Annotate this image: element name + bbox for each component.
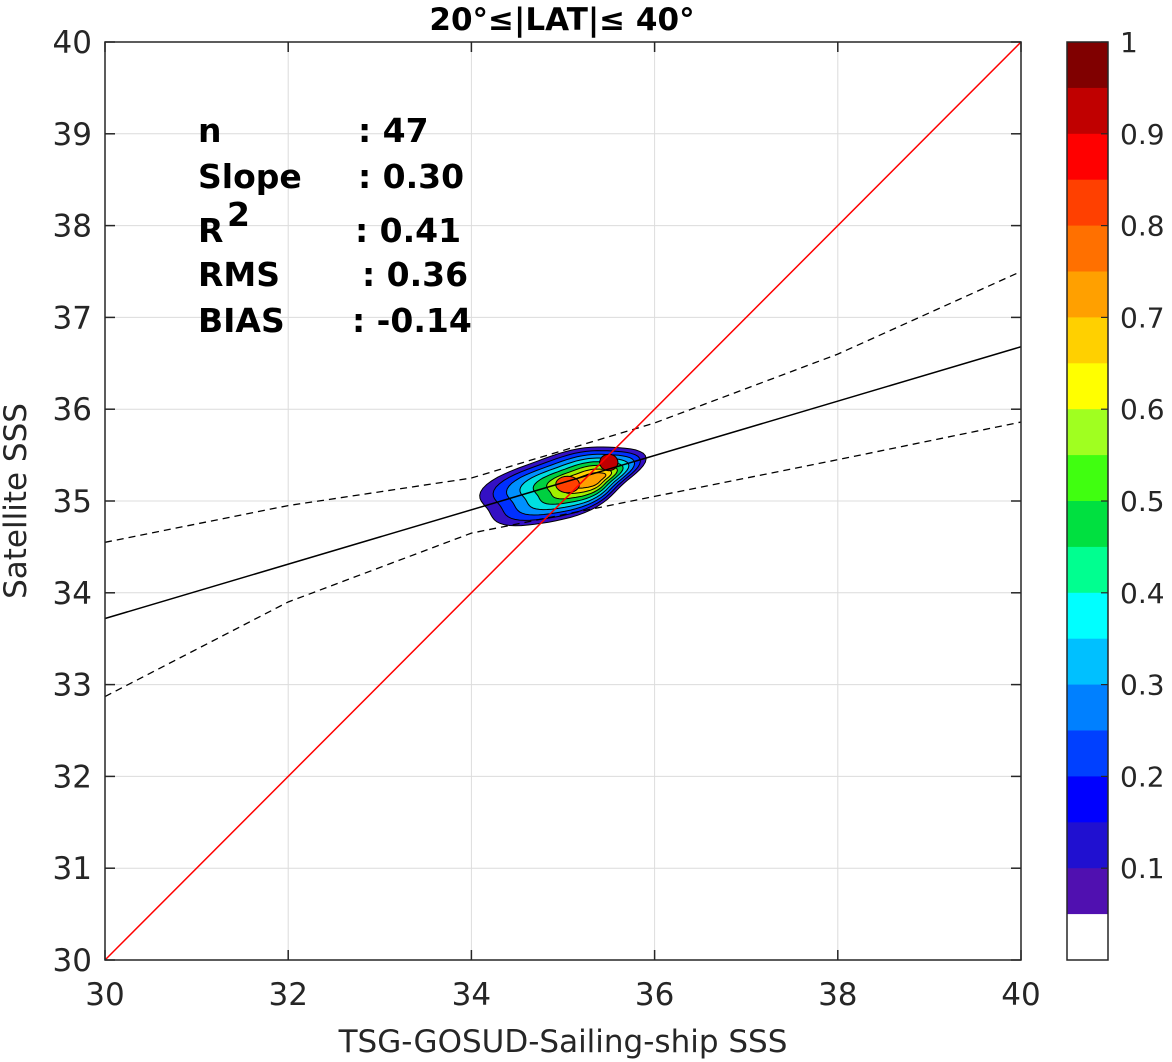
colorbar-swatch bbox=[1067, 271, 1108, 318]
colorbar-tick-label: 0.2 bbox=[1120, 760, 1165, 793]
stats-label: Slope bbox=[198, 157, 302, 196]
colorbar-swatch bbox=[1067, 592, 1108, 640]
regression-line bbox=[104, 346, 1022, 620]
stats-value: : 47 bbox=[358, 111, 429, 150]
grid bbox=[104, 41, 1022, 961]
x-tick-label: 34 bbox=[452, 977, 491, 1013]
x-tick-label: 36 bbox=[635, 977, 674, 1013]
colorbar-swatch bbox=[1067, 501, 1108, 548]
stats-label: R bbox=[198, 211, 223, 250]
colorbar-tick-label: 0.6 bbox=[1120, 393, 1165, 426]
y-tick-label: 34 bbox=[53, 576, 92, 612]
x-tick-label: 38 bbox=[818, 977, 857, 1013]
colorbar-swatch bbox=[1067, 179, 1108, 227]
chart-title: 20°≤|LAT|≤ 40° bbox=[429, 2, 694, 38]
colorbar-swatch bbox=[1067, 133, 1108, 181]
colorbar-swatch bbox=[1067, 730, 1108, 777]
x-tick-label: 30 bbox=[85, 977, 124, 1013]
stats-value: : 0.41 bbox=[355, 211, 461, 250]
colorbar-swatch bbox=[1067, 42, 1108, 89]
x-tick-label: 32 bbox=[268, 977, 307, 1013]
colorbar-tick-label: 0.8 bbox=[1120, 210, 1165, 243]
y-axis-label: Satellite SSS bbox=[0, 403, 34, 599]
stats-superscript: 2 bbox=[227, 195, 250, 234]
colorbar-tick-label: 0.7 bbox=[1120, 301, 1165, 334]
colorbar-tick-label: 0.5 bbox=[1120, 485, 1165, 518]
colorbar-tick-label: 1 bbox=[1120, 26, 1138, 59]
y-tick-label: 30 bbox=[53, 943, 92, 979]
identity-line bbox=[104, 41, 1022, 961]
y-tick-label: 31 bbox=[53, 851, 92, 887]
colorbar-swatch bbox=[1067, 363, 1108, 410]
regression-lines bbox=[104, 41, 1022, 961]
stats-value: : 0.30 bbox=[358, 157, 464, 196]
colorbar-swatch bbox=[1067, 684, 1108, 731]
colorbar-swatch bbox=[1067, 455, 1108, 502]
colorbar-swatch bbox=[1067, 868, 1108, 915]
colorbar-swatch bbox=[1067, 546, 1108, 594]
stats-value: : -0.14 bbox=[352, 301, 472, 340]
y-tick-label: 33 bbox=[53, 668, 92, 704]
y-tick-label: 39 bbox=[53, 117, 92, 153]
axis-ticks: 30 32 34 36 38 40 30 31 32 33 34 35 36 37 38 39 40 bbox=[53, 25, 1041, 1013]
colorbar-tick-label: 0.4 bbox=[1120, 577, 1165, 610]
x-axis-label: TSG-GOSUD-Sailing-ship SSS bbox=[338, 1024, 788, 1060]
y-tick-label: 37 bbox=[53, 300, 92, 336]
confidence-upper-line bbox=[104, 270, 1022, 543]
y-tick-label: 40 bbox=[53, 25, 92, 61]
stats-box: n : 47 Slope : 0.30 R 2 : 0.41 RMS : 0.36 BIAS : -… bbox=[198, 111, 472, 340]
y-tick-label: 35 bbox=[53, 484, 92, 520]
colorbar-swatch bbox=[1067, 225, 1108, 272]
y-tick-label: 36 bbox=[53, 392, 92, 428]
y-tick-label: 32 bbox=[53, 759, 92, 795]
colorbar-swatch bbox=[1067, 638, 1108, 686]
stats-label: RMS bbox=[198, 255, 280, 294]
stats-label: n bbox=[198, 111, 222, 150]
colorbar-swatch bbox=[1067, 87, 1108, 135]
stats-label: BIAS bbox=[198, 301, 285, 340]
stats-value: : 0.36 bbox=[362, 255, 468, 294]
colorbar-swatch bbox=[1067, 914, 1108, 961]
colorbar-tick-label: 0.1 bbox=[1120, 852, 1165, 885]
density-peak bbox=[599, 453, 619, 472]
colorbar-swatch bbox=[1067, 776, 1108, 823]
colorbar-swatch bbox=[1067, 822, 1108, 869]
confidence-lower-line bbox=[104, 421, 1022, 698]
colorbar-swatch bbox=[1067, 409, 1108, 456]
colorbar-tick-label: 0.9 bbox=[1120, 118, 1165, 151]
colorbar-tick-label: 0.3 bbox=[1120, 669, 1165, 702]
x-tick-label: 40 bbox=[1001, 977, 1040, 1013]
colorbar-swatch bbox=[1067, 317, 1108, 364]
colorbar: 1 0.9 0.8 0.7 0.6 0.5 0.4 0.3 0.2 0.1 bbox=[1066, 26, 1165, 961]
y-tick-label: 38 bbox=[53, 209, 92, 245]
